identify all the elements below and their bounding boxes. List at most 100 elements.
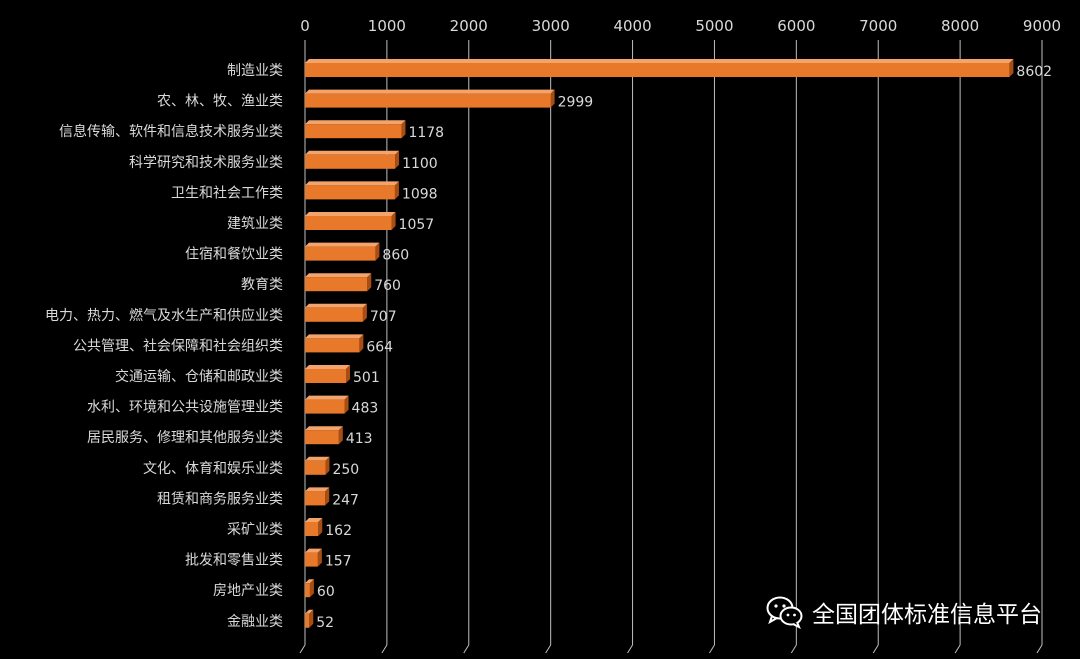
x-tick-label: 1000 <box>368 17 406 35</box>
bar <box>305 456 330 475</box>
watermark: 全国团体标准信息平台 <box>766 595 1042 629</box>
value-label: 162 <box>325 523 352 539</box>
bar-side <box>344 395 349 414</box>
bar-top <box>305 181 399 186</box>
bar-front <box>305 460 326 475</box>
bar <box>305 150 400 169</box>
bar-top <box>305 150 400 155</box>
bar <box>305 395 349 414</box>
value-label: 664 <box>366 339 393 355</box>
bar-front <box>305 430 339 445</box>
bar <box>305 181 399 200</box>
bar-front <box>305 93 551 108</box>
bar <box>305 365 351 383</box>
value-label: 483 <box>352 401 379 417</box>
bar-front <box>305 124 402 139</box>
bar-top <box>305 334 364 339</box>
category-label: 居民服务、修理和其他服务业类 <box>87 430 283 446</box>
bar-side <box>550 89 555 108</box>
value-label: 60 <box>317 584 335 600</box>
bar-side <box>338 426 343 445</box>
bar <box>305 273 372 292</box>
bar-top <box>305 426 343 431</box>
bar-front <box>305 154 396 169</box>
bar-top <box>305 120 406 125</box>
category-label: 卫生和社会工作类 <box>171 185 283 201</box>
bar <box>305 89 555 108</box>
gridline-foot <box>790 644 797 654</box>
bar-side <box>367 273 372 292</box>
bar-front <box>305 613 310 628</box>
category-label: 建筑业类 <box>227 216 283 232</box>
bar-side <box>346 365 351 383</box>
bar-side <box>362 303 367 322</box>
category-label: 信息传输、软件和信息技术服务业类 <box>59 123 283 140</box>
category-label: 交通运输、仓储和邮政业类 <box>115 368 283 385</box>
bar <box>305 579 314 598</box>
bar-front <box>305 216 392 230</box>
bar-side <box>395 150 400 169</box>
category-label: 农、林、牧、渔业类 <box>157 94 283 110</box>
bar <box>305 548 322 567</box>
bar-top <box>305 365 351 369</box>
bar-side <box>394 181 399 200</box>
bar-top <box>305 395 349 400</box>
gridline-foot <box>545 644 552 654</box>
bar-top <box>305 579 314 584</box>
bar-front <box>305 552 318 567</box>
bar-front <box>305 369 347 383</box>
gridline-foot <box>299 644 306 654</box>
bar-side <box>391 212 396 230</box>
value-label: 250 <box>332 462 359 478</box>
category-label: 采矿业类 <box>227 522 283 538</box>
gridline-foot <box>627 644 633 654</box>
gridline-foot <box>1036 644 1043 654</box>
bar-side <box>325 456 330 475</box>
bar-side <box>309 609 314 628</box>
bars <box>305 59 1014 628</box>
category-label: 水利、环境和公共设施管理业类 <box>87 400 283 416</box>
value-label: 1057 <box>399 217 435 233</box>
gridline-foot <box>872 644 879 654</box>
bar-top <box>305 487 330 492</box>
bar-front <box>305 185 395 200</box>
x-tick-label: 5000 <box>695 17 733 35</box>
bar-front <box>305 491 326 506</box>
category-label: 批发和零售业类 <box>185 553 283 569</box>
gridline-foot <box>463 644 470 654</box>
value-label: 760 <box>374 278 401 294</box>
x-tick-label: 9000 <box>1023 17 1061 35</box>
bar-front <box>305 307 363 322</box>
bar-front <box>305 338 360 353</box>
bar-front <box>305 399 345 414</box>
bar-top <box>305 518 323 522</box>
x-tick-label: 2000 <box>450 17 488 35</box>
x-axis-ticks: 0 1000 2000 3000 4000 5000 6000 7000 8000 9000 <box>300 17 1061 35</box>
bar-side <box>401 120 406 139</box>
bar <box>305 59 1014 77</box>
value-label: 1100 <box>402 156 438 172</box>
bar-side <box>318 518 323 536</box>
bar-top <box>305 273 372 278</box>
value-label: 1098 <box>402 186 438 202</box>
value-label: 501 <box>353 370 380 386</box>
x-tick-label: 3000 <box>532 17 570 35</box>
x-tick-label: 7000 <box>859 17 897 35</box>
bar <box>305 120 406 139</box>
category-label: 金融业类 <box>227 614 283 630</box>
value-label: 1178 <box>408 125 444 141</box>
watermark-text: 全国团体标准信息平台 <box>812 602 1042 628</box>
x-tick-label: 0 <box>300 17 310 35</box>
bar <box>305 303 367 322</box>
bar-top <box>305 212 396 216</box>
value-label: 707 <box>370 309 397 325</box>
bar-top <box>305 456 330 461</box>
bar-top <box>305 242 380 247</box>
value-labels: 8602 2999 1178 1100 1098 1057 860 760 707 664 501 4… <box>316 64 1052 631</box>
bar-front <box>305 277 368 292</box>
category-labels: 制造业类农、林、牧、渔业类信息传输、软件和信息技术服务业类科学研究和技术服务业类… <box>45 63 283 630</box>
bar-side <box>375 242 380 261</box>
bar-side <box>325 487 330 506</box>
category-label: 制造业类 <box>227 63 283 79</box>
